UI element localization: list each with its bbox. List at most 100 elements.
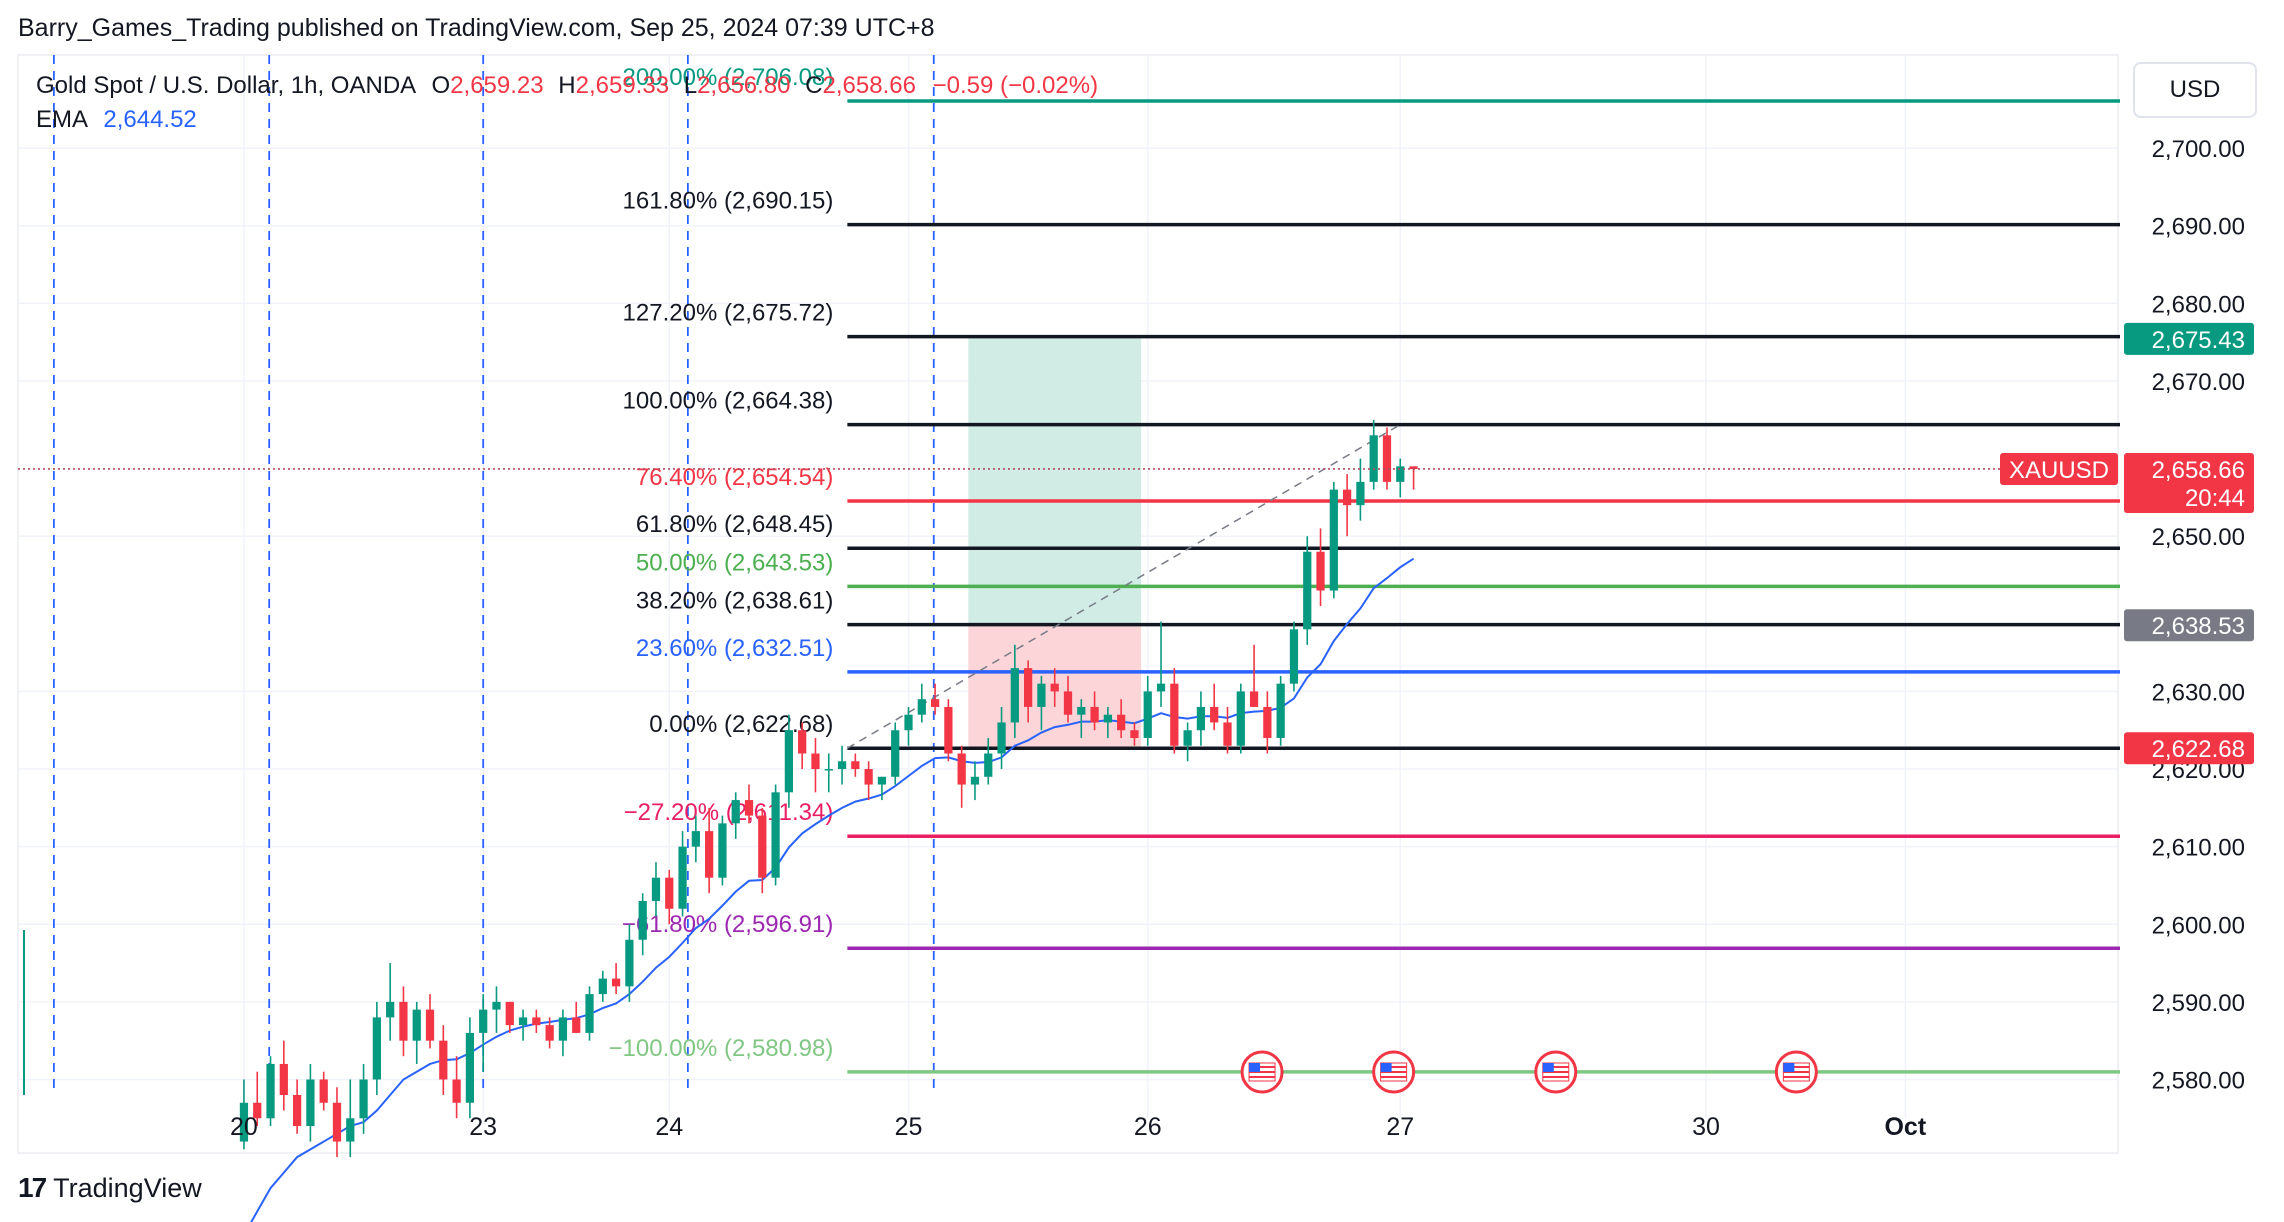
candle-body (558, 1017, 568, 1041)
countdown-label-text: 20:44 (2185, 485, 2245, 512)
candle-body (399, 1001, 408, 1041)
candle-body (585, 994, 594, 1033)
us-flag-event-icon[interactable] (1240, 1050, 1284, 1094)
candle-body (1236, 691, 1245, 746)
candle-body (997, 722, 1006, 754)
price-axis[interactable]: 2,700.00 2,690.00 2,680.00 2,670.00 2,650.00… (2152, 136, 2245, 1094)
candle-body (1077, 706, 1086, 715)
candle-body (851, 761, 860, 770)
fib-level-label: 23.60% (2,632.51) (636, 635, 833, 662)
fib-level-label: −27.20% (2,611.34) (624, 799, 834, 826)
candle-body (532, 1017, 541, 1026)
candle-body (545, 1025, 554, 1041)
candle-body (1050, 683, 1059, 692)
candle-body (1396, 466, 1405, 482)
candle-body (1117, 714, 1126, 731)
candle-body (665, 877, 674, 909)
time-tick-label: 20 (230, 1113, 258, 1141)
candle-body (359, 1079, 368, 1119)
fib-level-label: 200.00% (2,706.08) (623, 64, 834, 91)
candle-body (705, 831, 714, 878)
candle-body (744, 800, 754, 816)
candle-body (1289, 629, 1299, 684)
candle-body (984, 753, 993, 777)
footer-brand[interactable]: 17 TradingView (18, 1172, 202, 1204)
candle-body (1156, 683, 1166, 692)
candle-body (1063, 691, 1073, 715)
price-label-box (2124, 732, 2254, 765)
symbol-tag-text: XAUUSD (2009, 457, 2109, 484)
price-tick-label: 2,580.00 (2152, 1067, 2245, 1094)
brand-name: TradingView (53, 1172, 202, 1203)
currency-button[interactable]: USD (2133, 62, 2257, 118)
candle-body (917, 699, 926, 715)
fib-trend-line[interactable] (846, 423, 1401, 749)
candle-body (1249, 691, 1259, 707)
flag-canton (1249, 1063, 1261, 1072)
low-label: L (683, 72, 698, 99)
candle-body (1263, 706, 1272, 738)
economic-events[interactable] (1240, 1050, 1818, 1094)
candle-body (771, 792, 780, 878)
price-label-text: 2,675.43 (2152, 327, 2245, 354)
candle-body (1303, 551, 1312, 630)
candle-body (891, 730, 900, 777)
candle-body (452, 1079, 461, 1103)
price-tick-label: 2,700.00 (2152, 136, 2245, 163)
price-label-box (2124, 609, 2254, 642)
flag-canton (1783, 1063, 1795, 1072)
price-tick-label: 2,590.00 (2152, 990, 2245, 1017)
candle-body (292, 1095, 302, 1127)
candle-body (811, 753, 820, 770)
price-tick-label: 2,670.00 (2152, 369, 2245, 396)
fib-level-label: 127.20% (2,675.72) (623, 300, 834, 327)
fib-level-label: −61.80% (2,596.91) (622, 911, 834, 938)
candle-body (372, 1017, 381, 1080)
candle-body (306, 1079, 315, 1127)
price-tick-label: 2,630.00 (2152, 679, 2245, 706)
time-tick-label: 30 (1692, 1113, 1720, 1141)
instrument-title[interactable]: Gold Spot / U.S. Dollar, 1h, OANDA (36, 72, 415, 99)
candle-body (837, 761, 847, 770)
candle-body (1369, 435, 1378, 482)
ema-polyline (250, 557, 1415, 1222)
currency-label: USD (2169, 76, 2221, 103)
price-tick-label: 2,600.00 (2152, 912, 2245, 939)
candle-body (1210, 706, 1219, 723)
flag-canton (1380, 1063, 1392, 1072)
us-flag-event-icon[interactable] (1774, 1050, 1818, 1094)
candle-body (572, 1017, 581, 1033)
candle-body (864, 769, 873, 785)
candle-body (598, 978, 607, 995)
candle-body (678, 846, 687, 909)
candle-body (957, 753, 966, 785)
candle-body (1223, 722, 1232, 746)
candle-body (1103, 714, 1112, 723)
high-label: H (558, 72, 576, 99)
candle-body (758, 815, 767, 878)
candle-body (332, 1102, 342, 1142)
candle-body (1183, 730, 1192, 746)
candle-body (1329, 489, 1338, 591)
ema-legend[interactable]: EMA 2,644.52 (36, 106, 197, 134)
tradingview-logo-icon: 17 (18, 1172, 47, 1203)
candle-body (1024, 668, 1033, 707)
price-label-text: 2,622.68 (2152, 736, 2245, 763)
position-zones (968, 336, 1142, 749)
fib-level-label: −100.00% (2,580.98) (609, 1035, 834, 1062)
time-tick-label: 23 (469, 1113, 497, 1141)
candle-body (944, 706, 953, 754)
take-profit-zone[interactable] (968, 336, 1142, 625)
session-lines (52, 55, 935, 1095)
time-tick-label: Oct (1884, 1113, 1926, 1141)
us-flag-event-icon[interactable] (1372, 1050, 1416, 1094)
fib-levels[interactable]: 200.00% (2,706.08) 161.80% (2,690.15) 127.… (609, 64, 2120, 1074)
candle-body (346, 1118, 355, 1142)
candle-body (1037, 683, 1046, 707)
candle-body (439, 1040, 448, 1080)
us-flag-event-icon[interactable] (1534, 1050, 1578, 1094)
candle-body (1130, 730, 1139, 738)
time-axis[interactable]: 20 23 24 25 26 27 30 Oct (230, 1113, 1927, 1141)
